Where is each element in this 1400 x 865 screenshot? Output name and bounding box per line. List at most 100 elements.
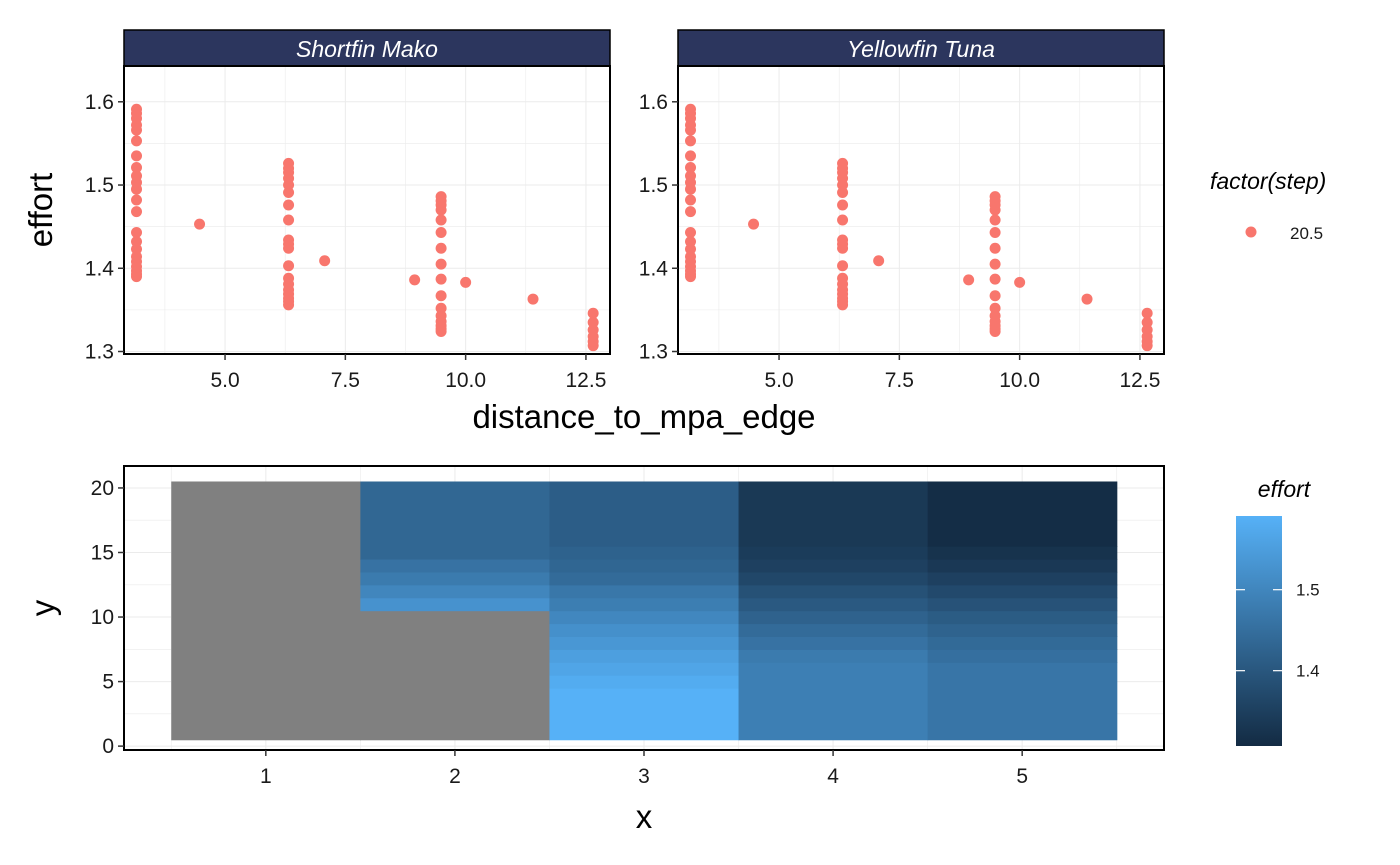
data-point bbox=[435, 302, 447, 314]
x-axis-title-distance: distance_to_mpa_edge bbox=[472, 398, 815, 435]
y-axis-title-effort: effort bbox=[22, 173, 59, 248]
data-point bbox=[989, 302, 1001, 314]
data-point bbox=[989, 258, 1001, 270]
legend-key-point bbox=[1245, 226, 1257, 238]
y-tick-label: 1.4 bbox=[639, 257, 669, 280]
x-tick-label: 5.0 bbox=[210, 369, 239, 392]
heatmap-tile bbox=[549, 571, 740, 586]
heatmap-tile bbox=[549, 636, 740, 650]
data-point bbox=[435, 258, 447, 270]
facet-label-yellowfin-tuna: Yellowfin Tuna bbox=[847, 36, 995, 62]
heatmap-tile bbox=[360, 584, 551, 599]
heatmap-tile bbox=[360, 597, 551, 612]
facet-panel-shortfin-mako: Shortfin Mako bbox=[123, 29, 611, 355]
y-tick-label: 1.3 bbox=[85, 341, 114, 364]
heatmap-tile bbox=[738, 636, 929, 650]
y-tick-label: 1.5 bbox=[85, 174, 114, 197]
colorbar bbox=[1236, 516, 1282, 746]
y-tick-label: 1.6 bbox=[639, 91, 668, 114]
data-point bbox=[989, 214, 1001, 226]
heatmap-tile bbox=[738, 558, 929, 573]
data-point bbox=[685, 226, 697, 238]
colorbar-ticks: 1.4 1.5 bbox=[1236, 581, 1320, 681]
data-point bbox=[963, 274, 975, 286]
heatmap-tile bbox=[927, 571, 1118, 586]
heatmap-tile bbox=[927, 584, 1118, 599]
heatmap-tile bbox=[927, 623, 1118, 637]
data-point bbox=[283, 272, 295, 284]
data-point bbox=[748, 218, 760, 230]
heatmap-tile bbox=[549, 662, 740, 676]
data-point bbox=[587, 307, 599, 319]
heatmap-tile bbox=[738, 546, 929, 560]
x-tick-label: 5 bbox=[1016, 765, 1028, 788]
panel-grid bbox=[124, 66, 610, 354]
data-point bbox=[131, 194, 143, 206]
y-tick-label: 1.3 bbox=[639, 341, 668, 364]
heatmap-tile bbox=[738, 610, 929, 625]
y-tick-label: 20 bbox=[91, 477, 114, 500]
data-point bbox=[837, 157, 849, 169]
data-point bbox=[283, 214, 295, 226]
top-axes: 5.0 7.5 10.0 12.5 1.3 1.4 1.5 1.6 5.0 7.5 10.0 12.5… bbox=[85, 91, 1161, 392]
heatmap-tile bbox=[171, 481, 361, 741]
heatmap-panel bbox=[123, 465, 1165, 751]
y-tick-label: 5 bbox=[102, 671, 114, 694]
heatmap-tile bbox=[360, 571, 551, 586]
data-point bbox=[873, 255, 885, 267]
heatmap-tile bbox=[738, 597, 929, 612]
data-point bbox=[435, 191, 447, 203]
data-point bbox=[131, 236, 143, 248]
x-tick-label: 12.5 bbox=[1120, 369, 1161, 392]
data-point bbox=[1141, 316, 1153, 328]
heatmap-tile bbox=[927, 558, 1118, 573]
y-axis-title-y: y bbox=[24, 599, 61, 616]
data-point bbox=[1014, 276, 1026, 288]
heatmap-tile bbox=[549, 610, 740, 625]
heatmap-tile bbox=[549, 688, 740, 741]
heatmap-tile bbox=[360, 481, 551, 560]
heatmap-tile bbox=[549, 675, 740, 689]
legend-factor-step: factor(step) 20.5 bbox=[1210, 168, 1326, 243]
data-point bbox=[283, 260, 295, 272]
point-layer bbox=[131, 103, 599, 352]
x-tick-label: 10.0 bbox=[999, 369, 1040, 392]
data-point bbox=[435, 242, 447, 254]
data-point bbox=[283, 234, 295, 246]
heatmap-tile bbox=[549, 623, 740, 637]
data-point bbox=[837, 214, 849, 226]
x-tick-label: 7.5 bbox=[331, 369, 360, 392]
heatmap-tile bbox=[927, 636, 1118, 650]
heatmap-tile bbox=[738, 481, 929, 547]
heatmap-tile bbox=[549, 546, 740, 560]
facet-strip-shortfin-mako bbox=[123, 29, 611, 67]
x-axis-title-x: x bbox=[636, 798, 653, 835]
heatmap-tile bbox=[738, 662, 929, 741]
heatmap-tile bbox=[360, 558, 551, 573]
heatmap-tile bbox=[360, 610, 551, 741]
heatmap-tile bbox=[927, 662, 1118, 741]
data-point bbox=[435, 290, 447, 302]
data-point bbox=[435, 214, 447, 226]
data-point bbox=[989, 290, 1001, 302]
data-point bbox=[131, 135, 143, 147]
colorbar-title: effort bbox=[1258, 476, 1312, 502]
panel-grid bbox=[678, 66, 1164, 354]
data-point bbox=[283, 199, 295, 211]
x-tick-label: 12.5 bbox=[566, 369, 607, 392]
colorbar-tick-label: 1.4 bbox=[1296, 662, 1320, 681]
heatmap-tile bbox=[549, 558, 740, 573]
data-point bbox=[435, 226, 447, 238]
data-point bbox=[587, 316, 599, 328]
facet-label-shortfin-mako: Shortfin Mako bbox=[296, 36, 438, 62]
data-point bbox=[685, 162, 697, 174]
x-tick-label: 5.0 bbox=[764, 369, 793, 392]
y-tick-label: 1.4 bbox=[85, 257, 115, 280]
data-point bbox=[989, 226, 1001, 238]
data-point bbox=[131, 206, 143, 218]
heatmap-tile bbox=[738, 623, 929, 637]
heatmap-tile bbox=[549, 481, 740, 547]
point-layer bbox=[685, 103, 1153, 352]
data-point bbox=[837, 260, 849, 272]
x-tick-label: 7.5 bbox=[885, 369, 914, 392]
